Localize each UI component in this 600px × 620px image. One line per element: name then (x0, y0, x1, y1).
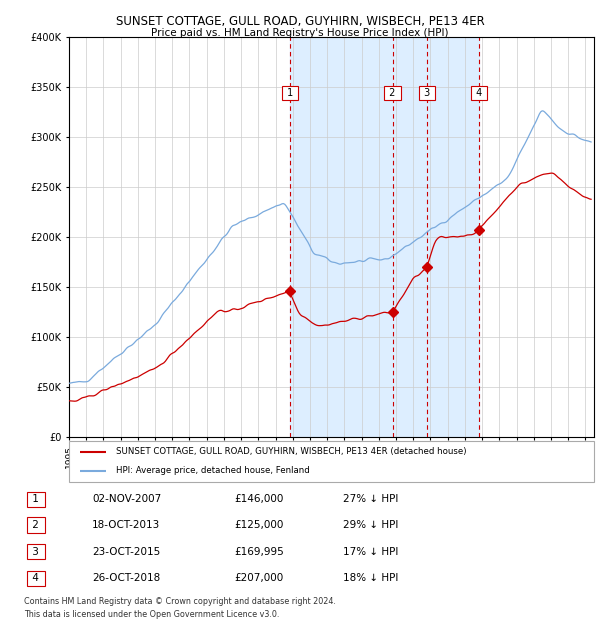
Bar (290, 37, 479, 437)
Text: SUNSET COTTAGE, GULL ROAD, GUYHIRN, WISBECH, PE13 4ER (detached house): SUNSET COTTAGE, GULL ROAD, GUYHIRN, WISB… (116, 447, 467, 456)
Text: 3: 3 (421, 88, 433, 98)
Text: 18% ↓ HPI: 18% ↓ HPI (343, 574, 398, 583)
Text: HPI: Average price, detached house, Fenland: HPI: Average price, detached house, Fenl… (116, 466, 310, 476)
Text: 23-OCT-2015: 23-OCT-2015 (92, 547, 160, 557)
Text: 02-NOV-2007: 02-NOV-2007 (92, 494, 161, 504)
Text: SUNSET COTTAGE, GULL ROAD, GUYHIRN, WISBECH, PE13 4ER: SUNSET COTTAGE, GULL ROAD, GUYHIRN, WISB… (116, 16, 484, 29)
Text: 4: 4 (29, 574, 43, 583)
Text: Contains HM Land Registry data © Crown copyright and database right 2024.: Contains HM Land Registry data © Crown c… (24, 597, 335, 606)
Text: £125,000: £125,000 (235, 520, 284, 530)
Text: 1: 1 (29, 494, 43, 504)
FancyBboxPatch shape (69, 441, 594, 482)
Text: 27% ↓ HPI: 27% ↓ HPI (343, 494, 398, 504)
Text: This data is licensed under the Open Government Licence v3.0.: This data is licensed under the Open Gov… (24, 611, 279, 619)
Text: 29% ↓ HPI: 29% ↓ HPI (343, 520, 398, 530)
Text: £169,995: £169,995 (235, 547, 284, 557)
Text: 2: 2 (386, 88, 399, 98)
Text: 3: 3 (29, 547, 43, 557)
Text: 1: 1 (284, 88, 296, 98)
Text: 2: 2 (29, 520, 43, 530)
Text: 26-OCT-2018: 26-OCT-2018 (92, 574, 160, 583)
Text: £146,000: £146,000 (235, 494, 284, 504)
Text: Price paid vs. HM Land Registry's House Price Index (HPI): Price paid vs. HM Land Registry's House … (151, 28, 449, 38)
Text: 18-OCT-2013: 18-OCT-2013 (92, 520, 160, 530)
Text: 17% ↓ HPI: 17% ↓ HPI (343, 547, 398, 557)
Text: £207,000: £207,000 (235, 574, 284, 583)
Text: 4: 4 (473, 88, 485, 98)
